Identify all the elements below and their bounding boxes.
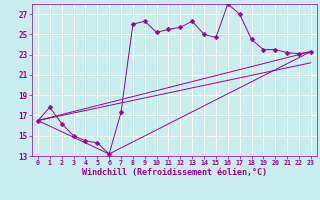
- X-axis label: Windchill (Refroidissement éolien,°C): Windchill (Refroidissement éolien,°C): [82, 168, 267, 177]
